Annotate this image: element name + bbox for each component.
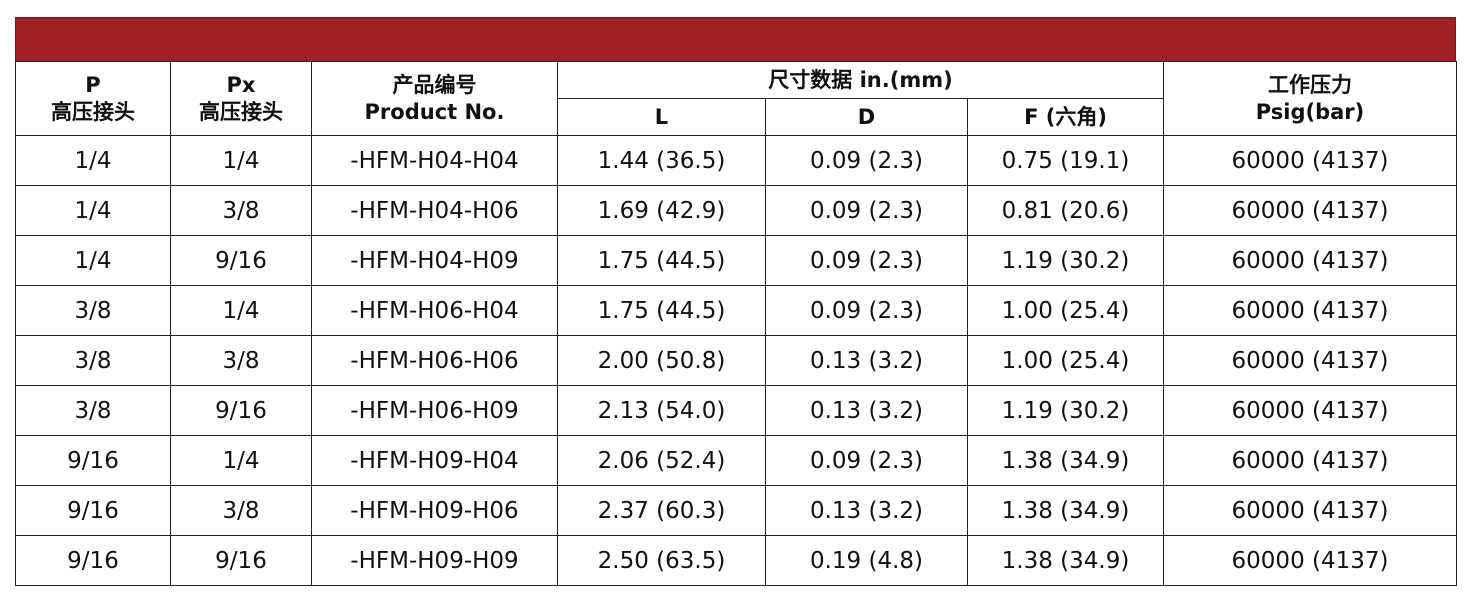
cell-p: 9/16: [15, 485, 171, 536]
cell-d: 0.09 (2.3): [765, 285, 968, 336]
cell-px: 3/8: [170, 335, 312, 386]
cell-p: 9/16: [15, 535, 171, 586]
cell-f: 1.38 (34.9): [966, 485, 1165, 536]
cell-d: 0.09 (2.3): [765, 185, 968, 236]
cell-p: 3/8: [15, 385, 171, 436]
table-banner: [15, 17, 1456, 61]
cell-px: 3/8: [170, 185, 312, 236]
cell-f: 0.81 (20.6): [966, 185, 1165, 236]
header-product-no: 产品编号 Product No.: [311, 61, 558, 136]
spec-table: P 高压接头 Px 高压接头 产品编号 Product No. 尺寸数据 in.…: [15, 61, 1458, 586]
cell-l: 1.44 (36.5): [557, 135, 766, 186]
cell-f: 1.38 (34.9): [966, 435, 1165, 486]
table-row: 3/8 1/4 -HFM-H06-H04 1.75 (44.5) 0.09 (2.3) 1…: [15, 285, 1458, 336]
header-l: L: [557, 98, 766, 136]
cell-pressure: 60000 (4137): [1163, 435, 1458, 486]
cell-d: 0.09 (2.3): [765, 235, 968, 286]
header-px-line2: 高压接头: [199, 99, 283, 124]
cell-f: 0.75 (19.1): [966, 135, 1165, 186]
cell-product-no: -HFM-H04-H04: [311, 135, 558, 186]
cell-product-no: -HFM-H09-H06: [311, 485, 558, 536]
header-d: D: [765, 98, 968, 136]
cell-product-no: -HFM-H09-H09: [311, 535, 558, 586]
cell-d: 0.13 (3.2): [765, 385, 968, 436]
header-f: F (六角): [966, 98, 1165, 136]
header-p-line1: P: [85, 72, 101, 97]
cell-pressure: 60000 (4137): [1163, 485, 1458, 536]
spec-table-container: P 高压接头 Px 高压接头 产品编号 Product No. 尺寸数据 in.…: [15, 17, 1458, 586]
table-row: 3/8 9/16 -HFM-H06-H09 2.13 (54.0) 0.13 (3.2)…: [15, 385, 1458, 436]
cell-product-no: -HFM-H04-H06: [311, 185, 558, 236]
cell-px: 9/16: [170, 535, 312, 586]
cell-d: 0.09 (2.3): [765, 135, 968, 186]
cell-p: 3/8: [15, 285, 171, 336]
table-header: P 高压接头 Px 高压接头 产品编号 Product No. 尺寸数据 in.…: [15, 61, 1458, 136]
cell-l: 1.69 (42.9): [557, 185, 766, 236]
table-row: 9/16 1/4 -HFM-H09-H04 2.06 (52.4) 0.09 (2.3)…: [15, 435, 1458, 486]
cell-d: 0.19 (4.8): [765, 535, 968, 586]
cell-px: 3/8: [170, 485, 312, 536]
cell-l: 2.37 (60.3): [557, 485, 766, 536]
cell-f: 1.19 (30.2): [966, 235, 1165, 286]
cell-p: 1/4: [15, 135, 171, 186]
cell-pressure: 60000 (4137): [1163, 185, 1458, 236]
cell-l: 2.00 (50.8): [557, 335, 766, 386]
cell-p: 9/16: [15, 435, 171, 486]
cell-l: 2.06 (52.4): [557, 435, 766, 486]
cell-d: 0.13 (3.2): [765, 335, 968, 386]
table-row: 3/8 3/8 -HFM-H06-H06 2.00 (50.8) 0.13 (3.2) 1…: [15, 335, 1458, 386]
cell-product-no: -HFM-H04-H09: [311, 235, 558, 286]
cell-f: 1.00 (25.4): [966, 285, 1165, 336]
header-product-line2: Product No.: [364, 99, 505, 124]
cell-l: 2.13 (54.0): [557, 385, 766, 436]
cell-pressure: 60000 (4137): [1163, 385, 1458, 436]
cell-product-no: -HFM-H06-H09: [311, 385, 558, 436]
header-product-line1: 产品编号: [392, 72, 477, 97]
cell-f: 1.00 (25.4): [966, 335, 1165, 386]
cell-f: 1.38 (34.9): [966, 535, 1165, 586]
cell-p: 3/8: [15, 335, 171, 386]
header-dimensions: 尺寸数据 in.(mm): [556, 61, 1165, 99]
cell-px: 9/16: [170, 235, 312, 286]
cell-pressure: 60000 (4137): [1163, 335, 1458, 386]
cell-f: 1.19 (30.2): [966, 385, 1165, 436]
header-p-line2: 高压接头: [51, 99, 135, 124]
cell-px: 9/16: [170, 385, 312, 436]
cell-pressure: 60000 (4137): [1163, 285, 1458, 336]
cell-product-no: -HFM-H06-H06: [311, 335, 558, 386]
cell-p: 1/4: [15, 235, 171, 286]
cell-px: 1/4: [170, 435, 312, 486]
header-px-line1: Px: [226, 72, 256, 97]
table-row: 1/4 3/8 -HFM-H04-H06 1.69 (42.9) 0.09 (2.3) 0…: [15, 185, 1458, 236]
cell-pressure: 60000 (4137): [1163, 235, 1458, 286]
table-row: 9/16 9/16 -HFM-H09-H09 2.50 (63.5) 0.19 (4.8…: [15, 535, 1458, 586]
header-pressure: 工作压力 Psig(bar): [1163, 61, 1458, 136]
cell-p: 1/4: [15, 185, 171, 236]
cell-product-no: -HFM-H06-H04: [311, 285, 558, 336]
header-px: Px 高压接头: [170, 61, 312, 136]
cell-pressure: 60000 (4137): [1163, 535, 1458, 586]
header-pressure-line1: 工作压力: [1268, 72, 1353, 97]
table-row: 1/4 9/16 -HFM-H04-H09 1.75 (44.5) 0.09 (2.3)…: [15, 235, 1458, 286]
cell-d: 0.09 (2.3): [765, 435, 968, 486]
cell-px: 1/4: [170, 135, 312, 186]
table-row: 1/4 1/4 -HFM-H04-H04 1.44 (36.5) 0.09 (2.3) 0…: [15, 135, 1458, 186]
cell-product-no: -HFM-H09-H04: [311, 435, 558, 486]
cell-l: 1.75 (44.5): [557, 285, 766, 336]
cell-l: 1.75 (44.5): [557, 235, 766, 286]
table-body: 1/4 1/4 -HFM-H04-H04 1.44 (36.5) 0.09 (2.3) 0…: [15, 135, 1458, 586]
cell-px: 1/4: [170, 285, 312, 336]
cell-l: 2.50 (63.5): [557, 535, 766, 586]
cell-d: 0.13 (3.2): [765, 485, 968, 536]
header-p: P 高压接头: [15, 61, 171, 136]
header-pressure-line2: Psig(bar): [1255, 99, 1365, 124]
table-row: 9/16 3/8 -HFM-H09-H06 2.37 (60.3) 0.13 (3.2)…: [15, 485, 1458, 536]
cell-pressure: 60000 (4137): [1163, 135, 1458, 186]
